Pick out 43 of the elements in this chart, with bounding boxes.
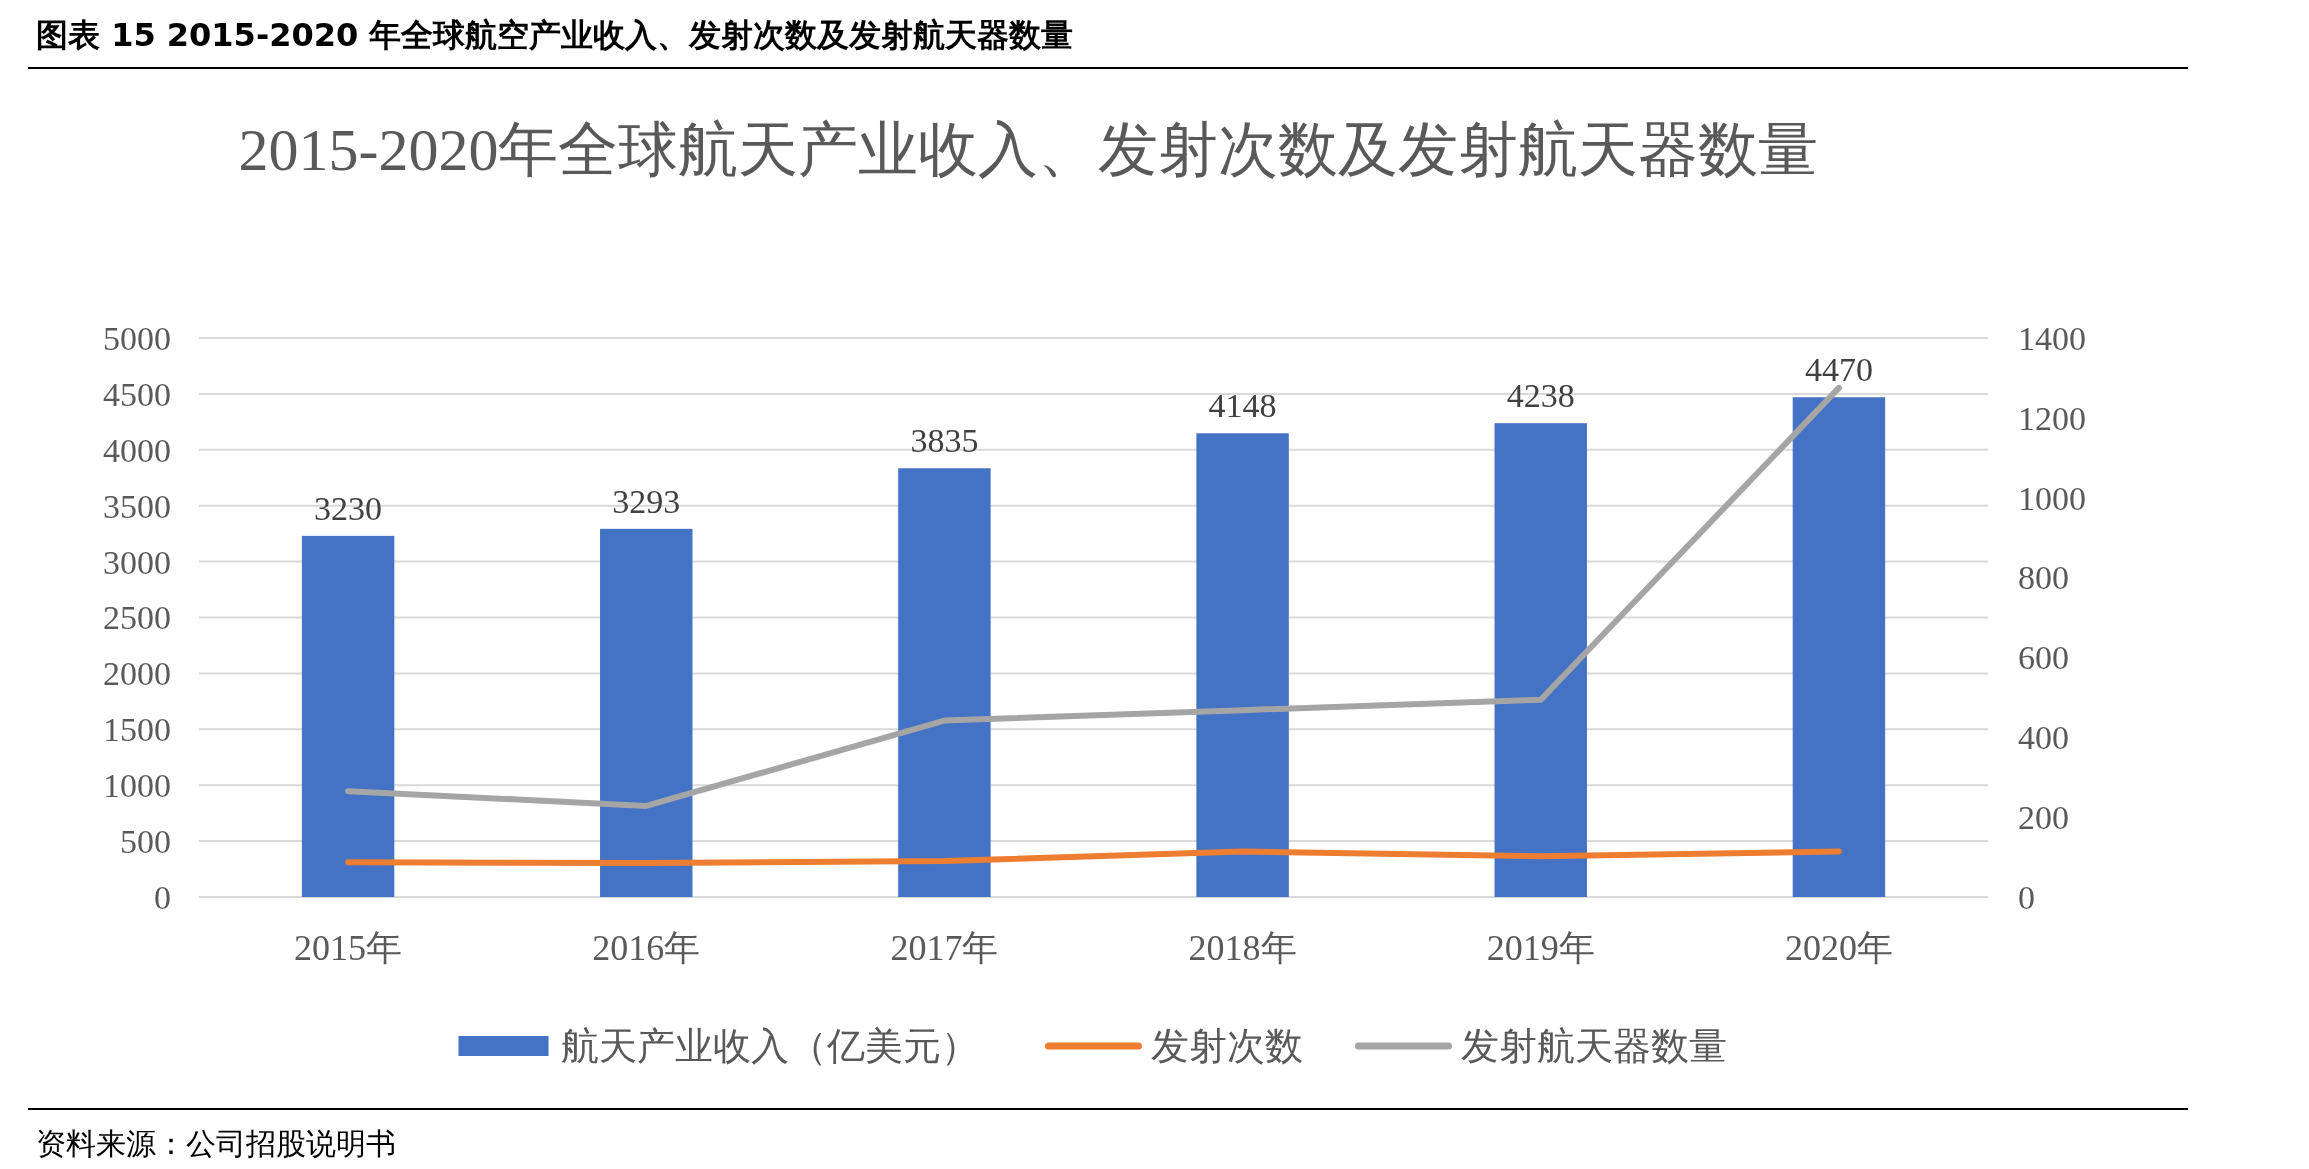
y2-tick-label: 400 <box>2018 719 2069 757</box>
y2-tick-label: 200 <box>2018 799 2069 837</box>
data-label: 4148 <box>1208 387 1277 425</box>
bar <box>898 468 991 897</box>
x-tick-label: 2015年 <box>294 928 403 968</box>
legend-label: 发射次数 <box>1150 1024 1303 1069</box>
x-tick-label: 2020年 <box>1784 928 1893 968</box>
bar <box>1196 433 1289 897</box>
x-tick-label: 2016年 <box>592 928 701 968</box>
data-label: 3230 <box>314 489 383 527</box>
y-tick-label: 2500 <box>103 599 171 637</box>
y2-tick-label: 800 <box>2018 559 2069 597</box>
y2-tick-label: 1400 <box>2018 319 2086 357</box>
x-tick-label: 2019年 <box>1486 928 1595 968</box>
y2-tick-label: 1200 <box>2018 399 2086 437</box>
y-tick-label: 3000 <box>103 543 171 581</box>
y2-tick-label: 600 <box>2018 639 2069 677</box>
bar <box>1792 397 1886 897</box>
bar <box>1494 423 1587 897</box>
y-tick-label: 0 <box>154 878 171 916</box>
y-tick-label: 2000 <box>103 655 171 693</box>
legend-label: 航天产业收入（亿美元） <box>560 1024 979 1069</box>
y-tick-label: 4000 <box>103 431 171 469</box>
y-tick-label: 1000 <box>103 767 171 805</box>
bar <box>301 535 395 897</box>
text: 资料来源：公司招股说明书 <box>36 1126 396 1161</box>
data-label: 3293 <box>612 482 681 520</box>
x-tick-label: 2018年 <box>1188 928 1297 968</box>
y-tick-label: 4500 <box>103 375 171 413</box>
y2-tick-label: 1000 <box>2018 479 2086 517</box>
bar <box>600 528 693 897</box>
chart-title: 图表 15 2015-2020 年全球航空产业收入、发射次数及发射航天器数量 <box>36 16 1074 54</box>
y-tick-label: 5000 <box>103 319 171 357</box>
data-label: 3835 <box>910 422 979 460</box>
data-label: 4238 <box>1506 377 1575 415</box>
y-tick-label: 3500 <box>103 487 171 525</box>
x-tick-label: 2017年 <box>890 928 999 968</box>
chart-subtitle: 2015-2020年全球航天产业收入、发射次数及发射航天器数量 <box>238 117 1819 183</box>
y-tick-label: 500 <box>120 823 171 860</box>
y2-tick-label: 0 <box>2018 878 2035 916</box>
y-tick-label: 1500 <box>103 711 171 749</box>
data-label: 4470 <box>1804 351 1873 389</box>
legend-label: 发射航天器数量 <box>1460 1024 1727 1069</box>
